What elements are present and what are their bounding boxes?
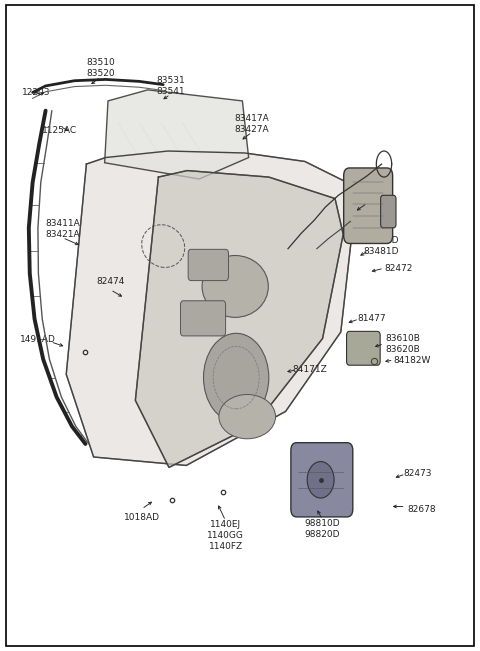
Circle shape [307, 462, 334, 498]
FancyBboxPatch shape [180, 301, 226, 336]
Text: 83471D
83481D: 83471D 83481D [364, 236, 399, 256]
FancyBboxPatch shape [188, 249, 228, 281]
Text: 1140EJ
1140GG
1140FZ: 1140EJ 1140GG 1140FZ [207, 519, 244, 551]
Polygon shape [135, 171, 343, 467]
Text: 82474: 82474 [96, 277, 125, 286]
Text: 81477: 81477 [358, 314, 386, 324]
Text: 12203: 12203 [22, 88, 50, 97]
FancyBboxPatch shape [291, 443, 353, 517]
Text: 82472: 82472 [384, 264, 413, 273]
Polygon shape [105, 90, 249, 179]
Ellipse shape [219, 395, 276, 439]
Text: 83510
83520: 83510 83520 [86, 59, 115, 78]
FancyBboxPatch shape [344, 168, 393, 243]
Text: 1125AC: 1125AC [42, 126, 78, 135]
Circle shape [204, 333, 269, 422]
Text: 98810D
98820D: 98810D 98820D [305, 519, 340, 538]
FancyBboxPatch shape [381, 195, 396, 228]
Ellipse shape [202, 255, 268, 317]
Text: 82678: 82678 [407, 505, 436, 514]
Text: 1491AD: 1491AD [20, 335, 55, 344]
Text: 83417A
83427A: 83417A 83427A [235, 114, 269, 133]
Text: 83411A
83421A: 83411A 83421A [45, 219, 80, 239]
Text: 82473: 82473 [403, 469, 432, 478]
Text: 1018AD: 1018AD [124, 513, 159, 522]
Text: 83531
83541: 83531 83541 [156, 76, 185, 96]
Text: 83610B
83620B: 83610B 83620B [386, 334, 420, 353]
Polygon shape [66, 151, 354, 465]
Text: 81420
81410: 81420 81410 [353, 184, 382, 204]
Text: 84171Z: 84171Z [292, 365, 327, 374]
FancyBboxPatch shape [347, 331, 380, 365]
Text: 84182W: 84182W [393, 355, 431, 365]
